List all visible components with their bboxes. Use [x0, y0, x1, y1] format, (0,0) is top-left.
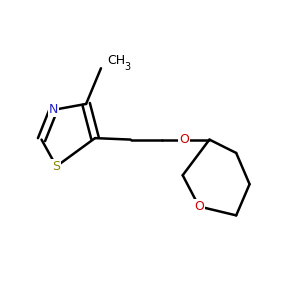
Text: O: O — [179, 133, 189, 146]
Text: O: O — [194, 200, 204, 213]
Text: 3: 3 — [125, 62, 131, 72]
Text: N: N — [49, 103, 58, 116]
Text: S: S — [52, 160, 60, 173]
Text: CH: CH — [107, 54, 125, 67]
